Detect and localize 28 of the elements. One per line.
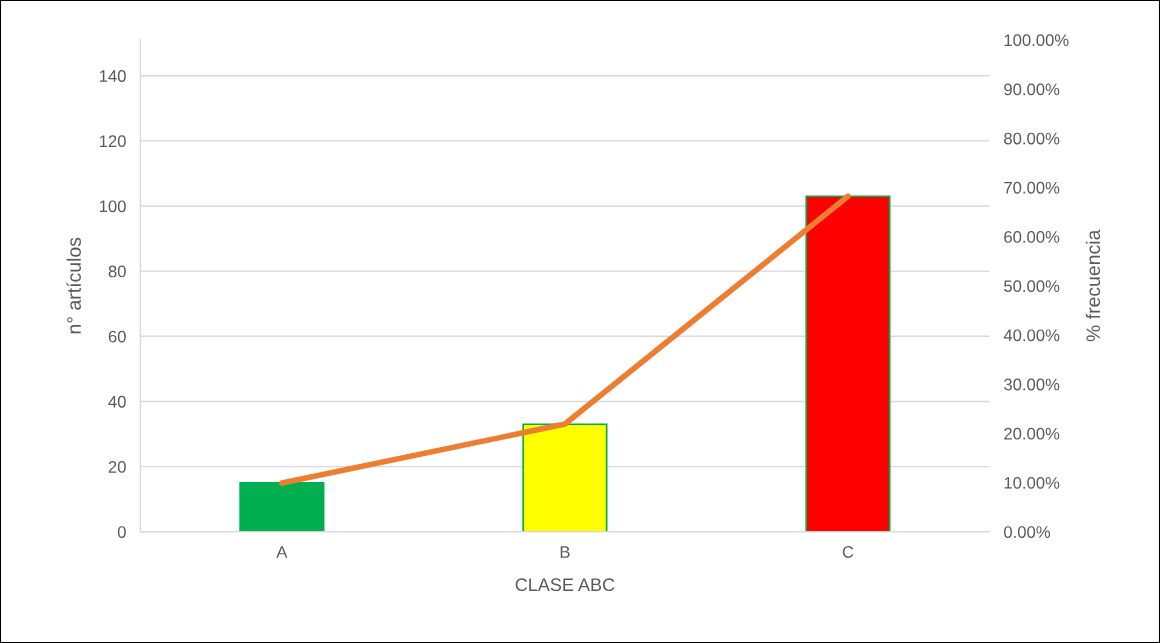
y-tick-label: 40 <box>108 395 126 408</box>
y-tick-label: 20 <box>108 461 126 473</box>
x-tick-label: B <box>560 546 570 558</box>
y2-axis-title: % frecuencia <box>1085 229 1101 342</box>
y-tick-label: 0 <box>117 526 126 538</box>
y-tick-label: 80 <box>108 265 126 278</box>
y-tick-label: 120 <box>99 135 126 148</box>
bar <box>239 482 325 532</box>
y2-tick-label: 30.00% <box>1004 378 1060 391</box>
y2-tick-label: 60.00% <box>1004 231 1060 243</box>
y2-tick-label: 50.00% <box>1004 280 1060 293</box>
y2-tick-label: 10.00% <box>1004 476 1060 489</box>
y-tick-label: 60 <box>108 330 126 343</box>
y2-tick-label: 70.00% <box>1004 181 1060 194</box>
y2-tick-label: 40.00% <box>1003 329 1060 342</box>
y-axis-title: n° artículos <box>66 237 81 334</box>
y2-tick-label: 90.00% <box>1004 83 1060 96</box>
x-axis-title: CLASE ABC <box>515 578 615 592</box>
x-tick-label: A <box>276 546 288 558</box>
y2-tick-label: 20.00% <box>1004 427 1060 440</box>
y-tick-label: 140 <box>99 70 126 82</box>
y2-tick-label: 100.00% <box>1004 34 1069 47</box>
y2-tick-label: 80.00% <box>1004 132 1060 145</box>
bar <box>522 423 608 532</box>
y-tick-label: 100 <box>99 200 126 213</box>
y2-tick-label: 0.00% <box>1004 526 1051 538</box>
x-tick-label: C <box>842 546 854 558</box>
bar <box>805 195 891 532</box>
